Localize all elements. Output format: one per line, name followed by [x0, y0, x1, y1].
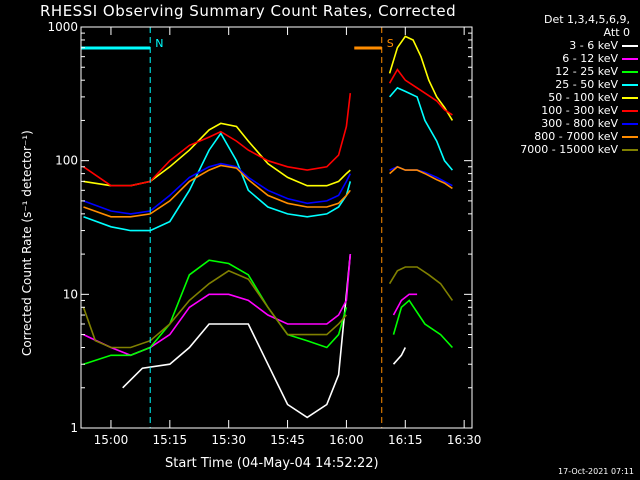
marker-label-1: S — [387, 37, 394, 50]
legend-swatch — [622, 135, 638, 138]
legend-entry-8: 7000 - 15000 keV — [482, 143, 638, 156]
timestamp: 17-Oct-2021 07:11 — [558, 467, 634, 476]
legend-label: 100 - 300 keV — [541, 104, 618, 117]
legend-entry-5: 100 - 300 keV — [482, 104, 638, 117]
y-tick-label-1: 10 — [63, 287, 78, 301]
x-tick-label-1: 15:15 — [153, 433, 188, 447]
y-tick-label-3: 1000 — [47, 20, 78, 34]
legend-label: 6 - 12 keV — [562, 52, 618, 65]
legend-swatch — [622, 96, 638, 99]
marker-label-0: N — [155, 37, 163, 50]
legend-label: 12 - 25 keV — [555, 65, 618, 78]
series-line-1-seg-0 — [83, 254, 352, 357]
legend-label: 300 - 800 keV — [541, 117, 618, 130]
series-line-5-seg-0 — [83, 93, 352, 187]
legend-label: 50 - 100 keV — [548, 91, 618, 104]
legend-header: Det 1,3,4,5,6,9, Att 0 — [482, 13, 638, 39]
legend-label: 3 - 6 keV — [569, 39, 618, 52]
series-line-0-seg-0 — [122, 254, 352, 419]
x-tick-label-6: 16:30 — [447, 433, 482, 447]
plot-frame — [80, 26, 473, 429]
x-tick-label-4: 16:00 — [329, 433, 364, 447]
series-line-8-seg-1 — [388, 266, 454, 301]
x-axis-label: Start Time (04-May-04 14:52:22) — [165, 456, 379, 471]
legend-entry-1: 6 - 12 keV — [482, 52, 638, 65]
series-line-3-seg-0 — [83, 131, 352, 232]
y-tick-label-2: 100 — [55, 154, 78, 168]
series-line-0-seg-1 — [392, 347, 407, 365]
legend-label: 7000 - 15000 keV — [520, 143, 618, 156]
series-line-7-seg-1 — [389, 165, 453, 190]
series-line-2-seg-1 — [392, 299, 453, 349]
chart-title: RHESSI Observing Summary Count Rates, Co… — [40, 2, 457, 20]
legend-header-line-1: Det 1,3,4,5,6,9, — [543, 13, 630, 26]
x-tick-label-3: 15:45 — [270, 433, 305, 447]
legend: Det 1,3,4,5,6,9, Att 0 3 - 6 keV 6 - 12 k… — [482, 13, 638, 156]
series-line-3-seg-1 — [388, 86, 454, 171]
legend-swatch — [622, 83, 638, 86]
legend-entry-7: 800 - 7000 keV — [482, 130, 638, 143]
legend-entry-3: 25 - 50 keV — [482, 78, 638, 91]
legend-entry-2: 12 - 25 keV — [482, 65, 638, 78]
series-line-7-seg-0 — [83, 164, 351, 218]
legend-label: 25 - 50 keV — [555, 78, 618, 91]
legend-entry-6: 300 - 800 keV — [482, 117, 638, 130]
legend-swatch — [622, 122, 638, 125]
legend-label: 800 - 7000 keV — [534, 130, 618, 143]
x-tick-label-0: 15:00 — [94, 433, 129, 447]
legend-swatch — [622, 148, 638, 151]
y-axis-label: Corrected Count Rate (s⁻¹ detector⁻¹) — [20, 130, 34, 356]
legend-swatch — [622, 57, 638, 60]
series-line-6-seg-0 — [83, 162, 352, 215]
series-line-5-seg-1 — [388, 68, 453, 116]
x-tick-label-2: 15:30 — [211, 433, 246, 447]
series-line-1-seg-1 — [392, 293, 418, 316]
legend-entry-4: 50 - 100 keV — [482, 91, 638, 104]
legend-entry-0: 3 - 6 keV — [482, 39, 638, 52]
series-line-2-seg-0 — [83, 259, 348, 365]
x-tick-label-5: 16:15 — [388, 433, 423, 447]
legend-header-line-2: Att 0 — [603, 26, 630, 39]
legend-swatch — [622, 70, 638, 73]
series-line-8-seg-0 — [82, 269, 348, 349]
legend-swatch — [622, 109, 638, 112]
series-line-4-seg-1 — [388, 35, 454, 121]
legend-swatch — [622, 44, 638, 47]
y-tick-label-0: 1 — [70, 421, 78, 435]
